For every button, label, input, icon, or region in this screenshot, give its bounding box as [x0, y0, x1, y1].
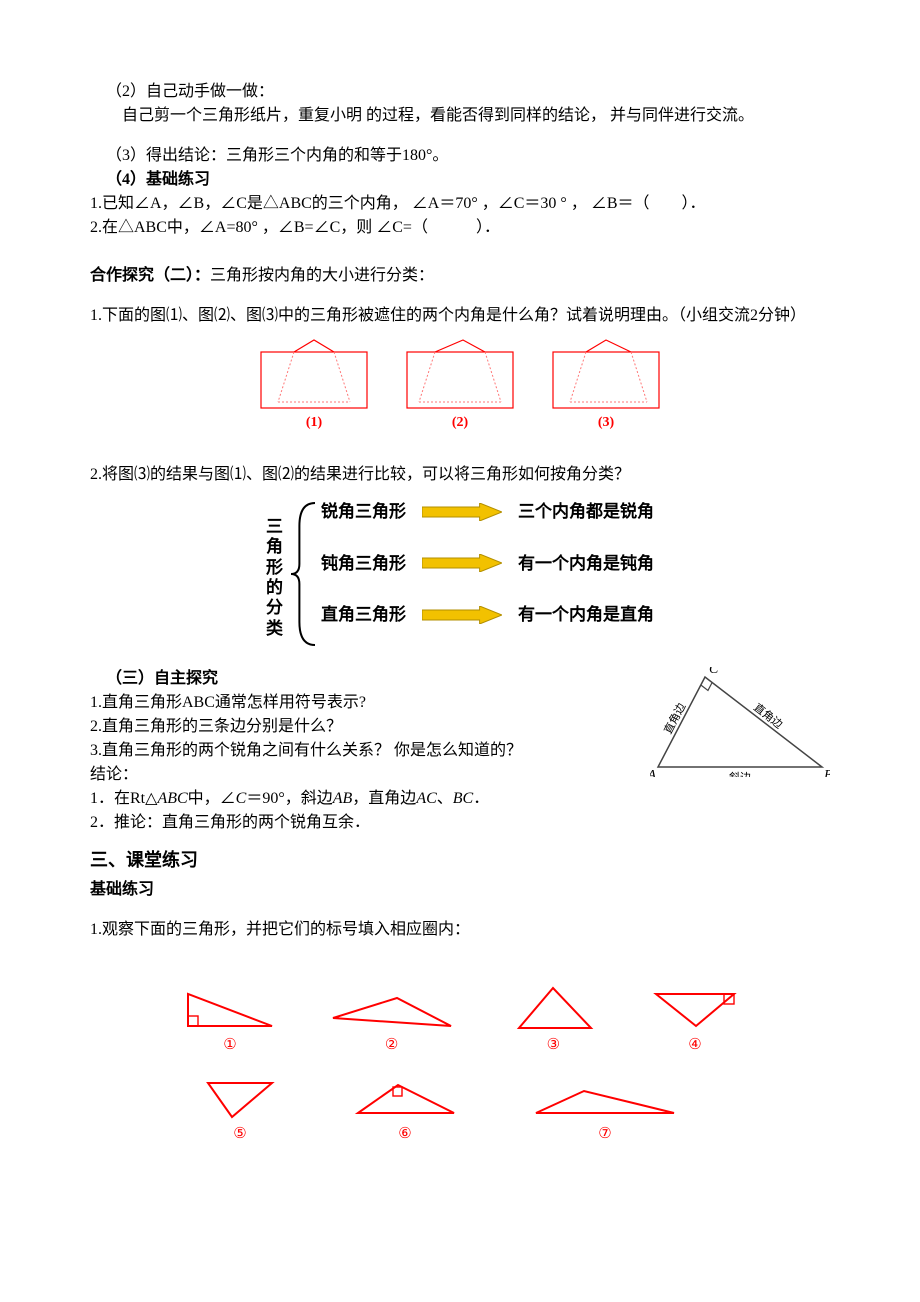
boxed-label-1: (1): [259, 412, 369, 433]
tri-3: ③: [503, 982, 603, 1057]
document-page: （2）自己动手做一做： 自己剪一个三角形纸片，重复小明 的过程，看能否得到同样的…: [0, 0, 920, 1302]
tri-row-2: ⑤ ⑥ ⑦: [180, 1073, 740, 1146]
part3-title: 三、课堂练习: [90, 847, 830, 874]
boxed-label-3: (3): [551, 412, 661, 433]
tri-label-7: ⑦: [530, 1123, 680, 1146]
brace-svg: [289, 499, 315, 649]
tri-label-2: ②: [327, 1034, 457, 1057]
seven-triangles-grid: ① ② ③ ④ ⑤ ⑥: [180, 982, 740, 1145]
right-triangle-sketch: ABC直角边直角边斜边: [650, 667, 830, 785]
coop2-q1: 1.下面的图⑴、图⑵、图⑶中的三角形被遮住的两个内角是什么角？试着说明理由。（小…: [90, 304, 830, 328]
boxed-fig-2-svg: [405, 338, 515, 410]
sec4-title: （4）基础练习: [90, 168, 830, 192]
tri-label-3: ③: [503, 1034, 603, 1057]
part3-q1: 1.观察下面的三角形，并把它们的标号填入相应圈内：: [90, 918, 830, 942]
arrow-icon-2: [422, 554, 502, 572]
right-triangle-svg: ABC直角边直角边斜边: [650, 667, 830, 777]
tri-label-6: ⑥: [350, 1123, 460, 1146]
classification-vertical-label: 三 角 形 的 分 类: [266, 499, 289, 657]
classification-brace: [289, 499, 317, 657]
tri-5: ⑤: [200, 1073, 280, 1146]
svg-text:C: C: [709, 667, 719, 677]
class-row-2: 钝角三角形 有一个内角是钝角: [321, 551, 654, 577]
classification-rows: 锐角三角形 三个内角都是锐角 钝角三角形 有一个内角是钝角 直角三角形 有一个内…: [317, 499, 654, 657]
tri-label-5: ⑤: [200, 1123, 280, 1146]
svg-text:A: A: [650, 768, 656, 777]
boxed-fig-1: (1): [259, 338, 369, 433]
class-row-3: 直角三角形 有一个内角是直角: [321, 602, 654, 628]
tri-6: ⑥: [350, 1077, 460, 1146]
boxed-fig-3: (3): [551, 338, 661, 433]
self3-block: ABC直角边直角边斜边 （三）自主探究 1.直角三角形ABC通常怎样用符号表示?…: [90, 667, 830, 835]
self3-concl1: 1．在Rt△ABC中，∠C＝90°，斜边AB，直角边AC、BC．: [90, 787, 830, 811]
class-row-3-right: 有一个内角是直角: [518, 602, 654, 628]
classification-diagram: 三 角 形 的 分 类 锐角三角形 三个内角都是锐角 钝角三角形 有一个内角是钝…: [90, 499, 830, 657]
tri-label-4: ④: [650, 1034, 740, 1057]
sec2-body: 自己剪一个三角形纸片，重复小明 的过程，看能否得到同样的结论， 并与同伴进行交流…: [90, 104, 830, 128]
sec2-title: （2）自己动手做一做：: [90, 80, 830, 104]
part3-sub: 基础练习: [90, 878, 830, 902]
arrow-icon-3: [422, 606, 502, 624]
tri-7: ⑦: [530, 1081, 680, 1146]
tri-row-1: ① ② ③ ④: [180, 982, 740, 1057]
boxed-label-2: (2): [405, 412, 515, 433]
boxed-fig-2: (2): [405, 338, 515, 433]
arrow-icon-1: [422, 503, 502, 521]
class-row-1-left: 锐角三角形: [321, 499, 406, 525]
coop2-title-a: 合作探究（二）：: [90, 267, 210, 284]
boxed-fig-1-svg: [259, 338, 369, 410]
tri-2: ②: [327, 988, 457, 1057]
class-row-1-right: 三个内角都是锐角: [518, 499, 654, 525]
self3-concl2: 2．推论：直角三角形的两个锐角互余．: [90, 811, 830, 835]
tri-4: ④: [650, 988, 740, 1057]
svg-text:斜边: 斜边: [729, 771, 751, 777]
class-row-2-right: 有一个内角是钝角: [518, 551, 654, 577]
boxed-figures-row: (1) (2) (3): [90, 338, 830, 433]
coop2-title-b: 三角形按内角的大小进行分类：: [210, 267, 434, 284]
svg-text:B: B: [824, 768, 830, 777]
class-row-2-left: 钝角三角形: [321, 551, 406, 577]
tri-1: ①: [180, 988, 280, 1057]
class-row-3-left: 直角三角形: [321, 602, 406, 628]
tri-label-1: ①: [180, 1034, 280, 1057]
sec3-line: （3）得出结论：三角形三个内角的和等于180°。: [90, 144, 830, 168]
boxed-fig-3-svg: [551, 338, 661, 410]
sec4-q2: 2.在△ABC中，∠A=80° ，∠B=∠C，则 ∠C=（ ）．: [90, 216, 830, 240]
coop2-q2: 2.将图⑶的结果与图⑴、图⑵的结果进行比较，可以将三角形如何按角分类？: [90, 463, 830, 487]
class-row-1: 锐角三角形 三个内角都是锐角: [321, 499, 654, 525]
sec4-q1: 1.已知∠A，∠B，∠C是△ABC的三个内角， ∠A＝70° ，∠C＝30 ° …: [90, 192, 830, 216]
coop2-title: 合作探究（二）：三角形按内角的大小进行分类：: [90, 264, 830, 288]
